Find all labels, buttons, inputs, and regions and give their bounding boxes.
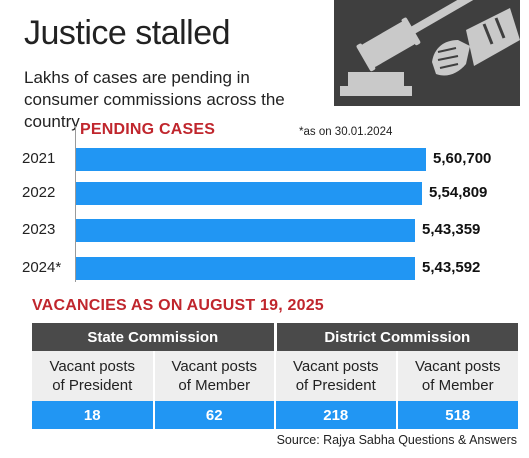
bar-2021 bbox=[76, 148, 426, 171]
state-commission-header: State Commission bbox=[32, 323, 277, 351]
column-label-line2: of President bbox=[295, 377, 376, 394]
bar-category-label: 2023 bbox=[22, 221, 56, 238]
bar-category-label: 2024* bbox=[22, 259, 62, 276]
source-note: Source: Rajya Sabha Questions & Answers bbox=[276, 433, 517, 447]
bar-2023 bbox=[76, 219, 415, 242]
column-label-line1: Vacant posts bbox=[292, 358, 379, 375]
vacancies-heading: VACANCIES AS ON AUGUST 19, 2025 bbox=[32, 297, 324, 314]
state-member-vacancies: 62 bbox=[153, 401, 276, 429]
page-title: Justice stalled bbox=[24, 14, 231, 52]
judge-gavel-hand-icon bbox=[334, 0, 520, 106]
column-label-line1: Vacant posts bbox=[414, 358, 501, 375]
district-president-vacancies: 218 bbox=[275, 401, 398, 429]
pending-cases-heading: PENDING CASES bbox=[80, 121, 216, 138]
bar-2024 bbox=[76, 257, 415, 280]
bar-value-label: 5,54,809 bbox=[429, 184, 488, 201]
column-label-line2: of President bbox=[52, 377, 133, 394]
district-president-header: Vacant posts of President bbox=[275, 351, 398, 401]
bar-value-label: 5,43,592 bbox=[422, 259, 481, 276]
bar-value-label: 5,43,359 bbox=[422, 221, 481, 238]
page-subtitle: Lakhs of cases are pending in consumer c… bbox=[24, 68, 285, 131]
state-president-vacancies: 18 bbox=[32, 401, 155, 429]
district-member-header: Vacant posts of Member bbox=[396, 351, 518, 401]
chart-axis-line bbox=[75, 126, 76, 282]
state-president-header: Vacant posts of President bbox=[32, 351, 155, 401]
column-label-line1: Vacant posts bbox=[49, 358, 136, 375]
bar-category-label: 2022 bbox=[22, 184, 56, 201]
district-member-vacancies: 518 bbox=[396, 401, 518, 429]
state-member-header: Vacant posts of Member bbox=[153, 351, 276, 401]
pending-cases-note: *as on 30.01.2024 bbox=[299, 126, 393, 138]
district-commission-header: District Commission bbox=[275, 323, 518, 351]
column-label-line2: of Member bbox=[178, 377, 251, 394]
column-label-line1: Vacant posts bbox=[171, 358, 258, 375]
bar-2022 bbox=[76, 182, 422, 205]
column-label-line2: of Member bbox=[421, 377, 494, 394]
bar-value-label: 5,60,700 bbox=[433, 150, 492, 167]
vacancies-table: State Commission District Commission Vac… bbox=[32, 323, 518, 429]
bar-category-label: 2021 bbox=[22, 150, 56, 167]
